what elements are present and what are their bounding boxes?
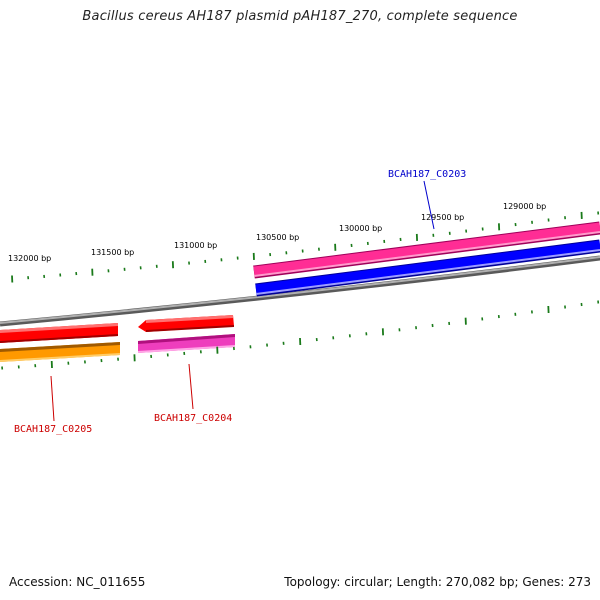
tick-label: 130500 bp [256, 233, 299, 242]
leader-line-c0204 [188, 363, 194, 410]
reverse-gene-c0205[interactable] [0, 342, 120, 362]
gene-label-c0203[interactable]: BCAH187_C0203 [388, 169, 466, 180]
accession-text: Accession: NC_011655 [9, 575, 146, 589]
reverse-cds-c0204[interactable] [138, 315, 234, 332]
gene-label-c0204[interactable]: BCAH187_C0204 [154, 413, 232, 424]
map-title: Bacillus cereus AH187 plasmid pAH187_270… [82, 9, 518, 24]
tick-label: 132000 bp [8, 254, 51, 263]
tick-label: 129000 bp [503, 202, 546, 211]
tick-label: 129500 bp [421, 213, 464, 222]
reverse-cds-c0205[interactable] [0, 323, 118, 343]
tick-label: 131000 bp [174, 241, 217, 250]
reverse-gene-c0204[interactable] [138, 334, 235, 353]
gene-label-c0205[interactable]: BCAH187_C0205 [14, 424, 92, 435]
topology-summary: Topology: circular; Length: 270,082 bp; … [284, 575, 591, 589]
forward-gene-feature[interactable] [255, 239, 600, 297]
upper-tick-marks [11, 211, 600, 283]
leader-line-c0203 [423, 180, 435, 230]
tick-label: 130000 bp [339, 224, 382, 233]
forward-cds-feature[interactable] [253, 221, 600, 279]
tick-label: 131500 bp [91, 248, 134, 257]
lower-tick-marks [1, 300, 600, 370]
leader-line-c0205 [50, 375, 55, 422]
